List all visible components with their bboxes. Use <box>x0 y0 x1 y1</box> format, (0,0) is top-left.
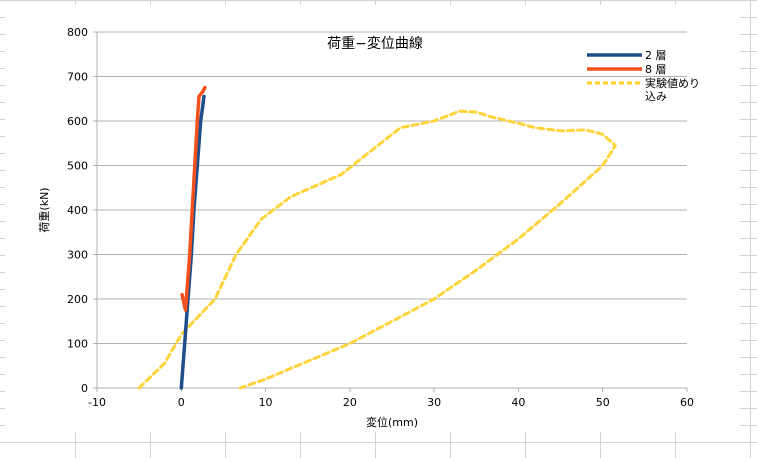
y-tick-label: 200 <box>67 293 88 306</box>
x-ticks: -10 0 10 20 30 40 50 60 <box>88 388 694 409</box>
x-tick-label: 30 <box>427 396 441 409</box>
series-layer <box>137 85 617 390</box>
y-axis-label: 荷重(kN) <box>37 187 51 232</box>
y-tick-label: 700 <box>67 71 88 84</box>
y-tick-label: 300 <box>67 249 88 262</box>
chart-title: 荷重−変位曲線 <box>327 35 423 52</box>
legend-label-1: 2 層 <box>645 49 667 62</box>
x-tick-label: 50 <box>596 396 610 409</box>
y-tick-label: 600 <box>67 115 88 128</box>
x-tick-label: 10 <box>259 396 273 409</box>
y-tick-label: 400 <box>67 204 88 217</box>
y-ticks: 0 100 200 300 400 500 600 700 800 <box>67 26 97 395</box>
series-line-3 <box>137 109 617 390</box>
plot-gridlines <box>97 31 687 344</box>
legend-label-3: 実験値めり込み <box>645 76 700 103</box>
y-tick-label: 500 <box>67 160 88 173</box>
y-tick-label: 0 <box>81 382 88 395</box>
x-tick-label: 40 <box>511 396 525 409</box>
x-tick-label: -10 <box>88 396 106 409</box>
legend-label-2: 8 層 <box>645 63 667 76</box>
series-line-2 <box>180 85 207 312</box>
y-tick-label: 800 <box>67 26 88 39</box>
y-tick-label: 100 <box>67 338 88 351</box>
x-tick-label: 20 <box>343 396 357 409</box>
x-tick-label: 60 <box>680 396 694 409</box>
x-axis-label: 変位(mm) <box>366 415 418 429</box>
x-tick-label: 0 <box>178 396 185 409</box>
